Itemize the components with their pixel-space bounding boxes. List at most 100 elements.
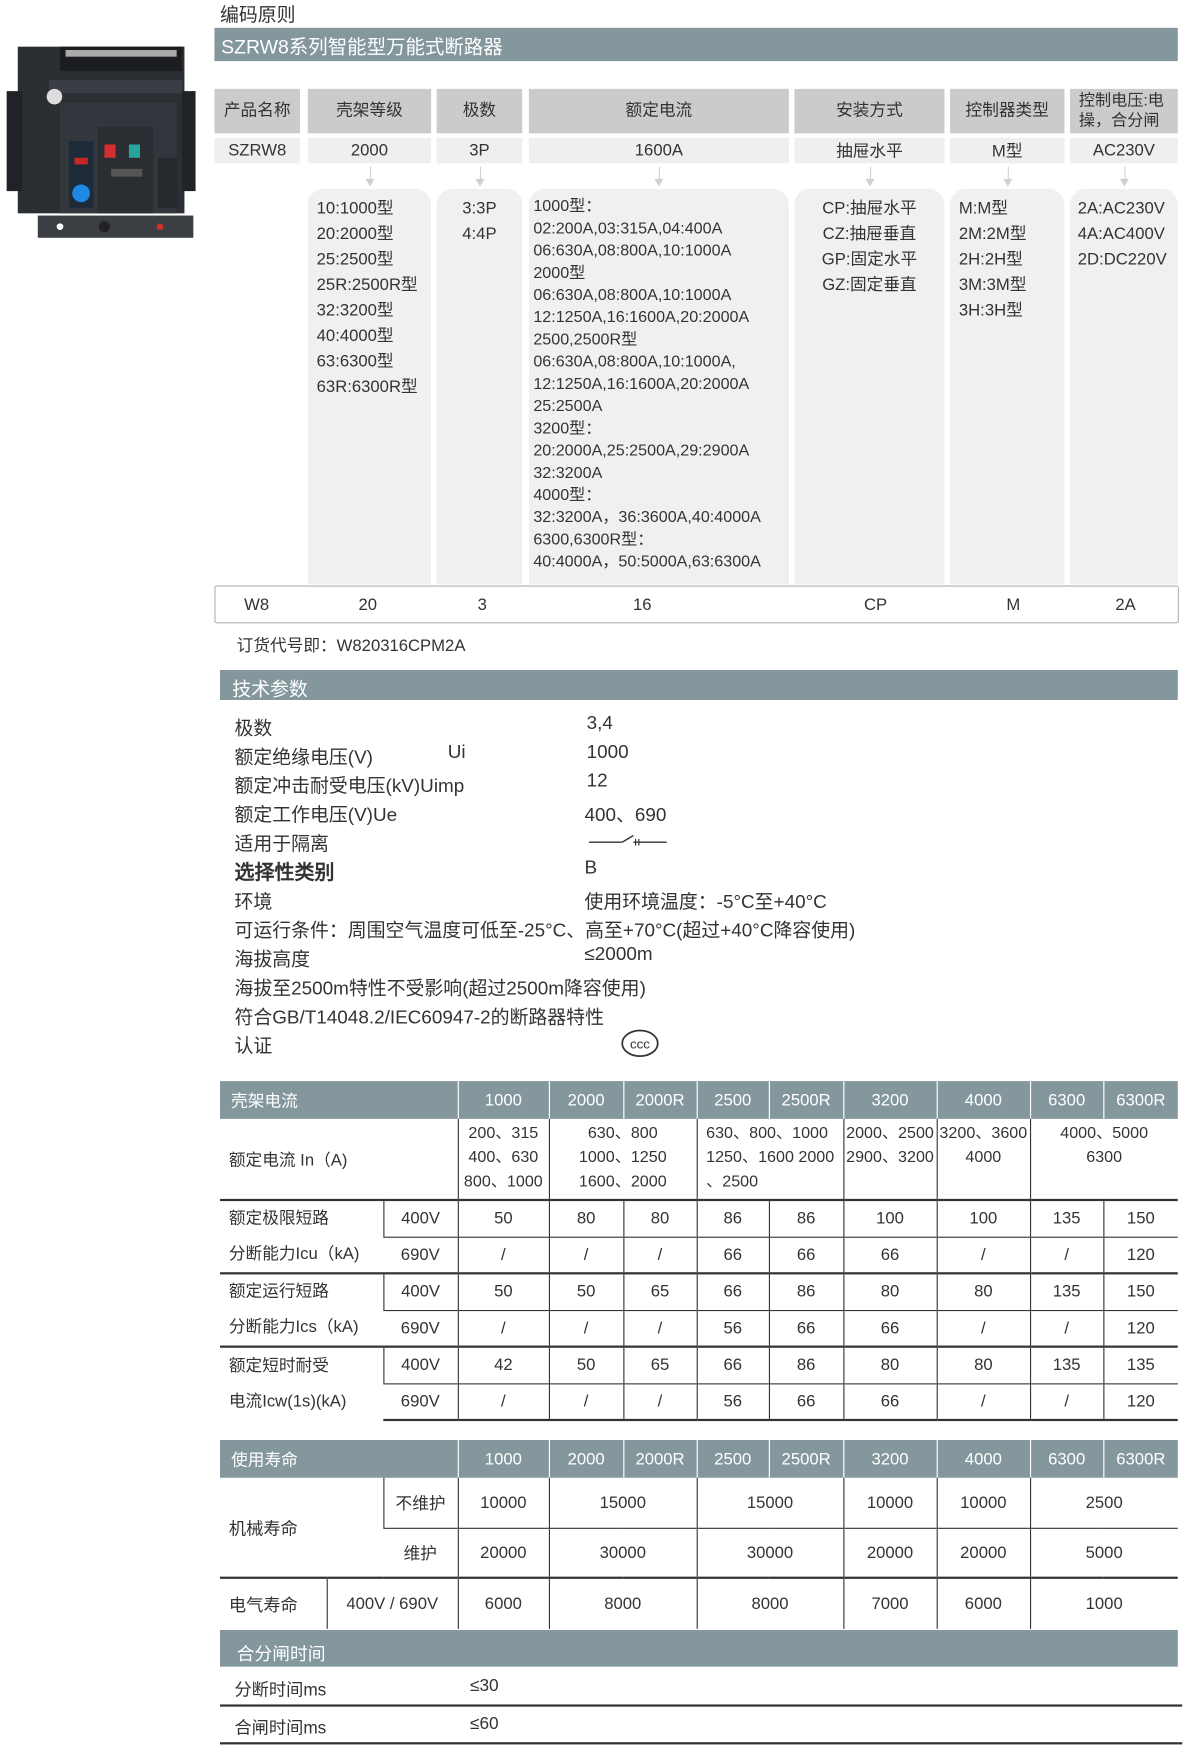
voltage-cell: 400V <box>382 1345 458 1384</box>
option-item: 12:1250A,16:1600A,20:2000A <box>533 308 750 327</box>
group-label-line2: 电流Icw(1s)(kA) <box>228 1391 347 1411</box>
coding-value-3: 1600A <box>528 137 789 164</box>
value-cell: 80 <box>548 1198 624 1237</box>
option-item: 2M:2M型 <box>958 224 1027 244</box>
coding-options-2: 3:3P 4:4P <box>436 188 523 585</box>
value-cell: 20000 <box>936 1527 1031 1578</box>
value-cell: / <box>936 1382 1031 1422</box>
option-item: 10:1000型 <box>316 198 394 218</box>
param-label: 符合GB/T14048.2/IEC60947-2的断路器特性 <box>234 1006 604 1028</box>
option-item: 32:3200A，36:3600A,40:4000A <box>533 508 761 527</box>
value-cell: / <box>457 1309 549 1347</box>
coding-options-1: 10:1000型 20:2000型 25:2500型 25R:2500R型 32:320… <box>307 188 432 585</box>
option-item: 20:2000型 <box>316 224 394 244</box>
value-cell: 80 <box>936 1272 1031 1310</box>
value-cell: 65 <box>622 1272 697 1310</box>
option-item: GP:固定水平 <box>821 249 918 269</box>
option-item: 2H:2H型 <box>958 249 1023 269</box>
elec-voltage: 400V / 690V <box>326 1576 458 1629</box>
value-cell: 100 <box>842 1198 937 1237</box>
table-row: 额定运行短路 分断能力Ics（kA) 400V 50 50 65 66 86 80 80 135 15… <box>219 1272 1178 1347</box>
group-label-line1: 额定短时耐受 <box>228 1356 329 1375</box>
rated-current-cell: 200、315 400、630 800、1000 <box>457 1118 549 1200</box>
option-item: 25:2500型 <box>316 249 394 269</box>
section-title: 编码原则 <box>219 4 296 26</box>
svg-text:ccc: ccc <box>630 1036 650 1051</box>
frame-header: 2500 <box>696 1081 769 1119</box>
coding-options-5: M:M型 2M:2M型 2H:2H型 3M:3M型 3H:3H型 <box>949 188 1065 585</box>
option-item: 3M:3M型 <box>958 275 1027 295</box>
value-cell: 42 <box>457 1345 549 1384</box>
coding-value-0: SZRW8 <box>214 137 300 164</box>
value-cell: 7000 <box>842 1576 937 1629</box>
rated-current-cell: 3200、3600 4000 <box>936 1118 1031 1200</box>
param-value: B <box>584 856 598 878</box>
param-label: 适用于隔离 <box>234 833 329 855</box>
value-cell: 66 <box>842 1382 937 1422</box>
option-item: 4:4P <box>462 224 497 244</box>
value-cell: 66 <box>696 1345 769 1384</box>
option-item: 2A:AC230V <box>1077 198 1165 218</box>
coding-header-2: 极数 <box>436 88 523 134</box>
option-item: 63:6300型 <box>316 352 394 372</box>
elec-life-label: 电气寿命 <box>219 1576 327 1629</box>
group-label: 额定极限短路 分断能力Icu（kA) <box>219 1198 384 1274</box>
value-cell: 80 <box>842 1345 937 1384</box>
mech-life-row-no-maint: 机械寿命 不维护 10000 15000 15000 10000 10000 2500 <box>220 1477 1178 1538</box>
param-label: 可运行条件：周围空气温度可低至-25°C、高至+70°C(超过+40°C降容使用… <box>234 919 856 942</box>
option-item: 32:3200A <box>533 464 603 483</box>
value-cell: 1000 <box>1029 1576 1178 1629</box>
coding-value-1: 2000 <box>307 137 432 164</box>
param-label: 额定绝缘电压(V) <box>234 746 373 768</box>
option-item: 4A:AC400V <box>1077 224 1165 244</box>
value-cell: 120 <box>1102 1382 1178 1422</box>
voltage-cell: 690V <box>383 1236 458 1274</box>
table-row: 690V / //56 66 66//120 <box>220 1382 1178 1422</box>
group-label-line2: 分断能力Icu（kA) <box>228 1244 360 1264</box>
frame-header: 1000 <box>457 1081 549 1119</box>
option-item: 25R:2500R型 <box>316 275 418 295</box>
value-cell: 66 <box>696 1236 769 1274</box>
value-cell: 80 <box>936 1345 1031 1384</box>
value-cell: 66 <box>768 1236 844 1274</box>
timing-label: 合闸时间ms <box>234 1718 327 1738</box>
rated-current-label: 额定电流 In（A) <box>228 1150 348 1170</box>
frame-header: 2500R <box>768 1081 844 1119</box>
ccc-mark-icon: ccc <box>620 1029 660 1063</box>
value-cell: / <box>457 1236 549 1274</box>
no-maint-label: 不维护 <box>382 1477 458 1528</box>
param-label: 极数 <box>234 717 273 739</box>
value-cell: 20000 <box>842 1527 937 1578</box>
value-cell: 2500 <box>1029 1477 1178 1528</box>
param-label: 认证 <box>234 1035 273 1057</box>
value-cell: 100 <box>936 1198 1031 1237</box>
mech-life-label: 机械寿命 <box>228 1519 298 1539</box>
mech-life-row-maint: 维护 20000 30000 30000 20000 20000 5000 <box>220 1527 1178 1578</box>
option-item: GZ:固定垂直 <box>822 275 917 295</box>
value-cell: 66 <box>842 1309 937 1347</box>
option-item: 40:4000A，50:5000A,63:6300A <box>533 553 761 572</box>
group-label-line1: 额定运行短路 <box>228 1282 329 1302</box>
frame-header: 6300 <box>1029 1439 1104 1478</box>
order-code: 订货代号即：W820316CPM2A <box>237 633 466 656</box>
option-item: 2D:DC220V <box>1077 249 1167 269</box>
code-row <box>214 585 1179 624</box>
frame-current-table: 壳架电流 1000 2000 2000R 2500 2500R 3200 4000 6300 63… <box>219 1081 1178 1422</box>
frame-header: 6300 <box>1029 1081 1104 1119</box>
value-cell: 15000 <box>548 1477 697 1528</box>
coding-header-1: 壳架等级 <box>307 88 432 134</box>
coding-options-6: 2A:AC230V 4A:AC400V 2D:DC220V <box>1069 188 1178 585</box>
option-item: M:M型 <box>958 198 1008 218</box>
value-cell: 135 <box>1029 1345 1104 1384</box>
table-row: 额定极限短路 分断能力Icu（kA) 400V 50 80 80 86 86 100 100 135… <box>219 1198 1178 1274</box>
param-value: 使用环境温度：-5°C至+40°C <box>584 891 827 913</box>
param-label: 额定冲击耐受电压(kV)Uimp <box>234 775 465 797</box>
circuit-breaker-photo <box>4 36 197 240</box>
param-label: 环境 <box>234 891 273 913</box>
value-cell: 150 <box>1102 1272 1178 1310</box>
value-cell: 10000 <box>457 1477 549 1528</box>
tech-params-title: 技术参数 <box>232 678 308 700</box>
group-label: 额定运行短路 分断能力Ics（kA) <box>219 1272 384 1347</box>
coding-options-4: CP:抽屉水平 CZ:抽屉垂直 GP:固定水平 GZ:固定垂直 <box>794 188 945 585</box>
